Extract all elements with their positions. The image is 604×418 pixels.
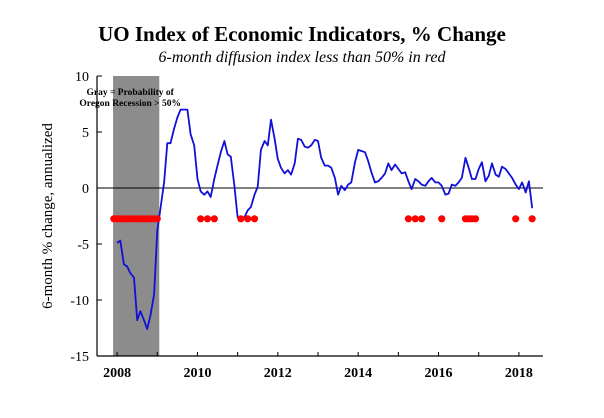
red-dot	[411, 215, 419, 223]
y-tick-label: 0	[82, 182, 89, 197]
red-dot	[438, 215, 446, 223]
red-dot	[512, 215, 520, 223]
red-dot	[153, 215, 161, 223]
x-tick-label: 2016	[425, 366, 453, 381]
y-tick-label: 10	[75, 70, 89, 85]
chart-title: UO Index of Economic Indicators, % Chang…	[98, 22, 506, 46]
red-dot	[418, 215, 426, 223]
red-dot	[250, 215, 259, 223]
x-tick-label: 2012	[264, 366, 292, 381]
red-dot	[210, 215, 218, 223]
series-line	[116, 108, 534, 331]
chart-subtitle: 6-month diffusion index less than 50% in…	[158, 49, 446, 66]
recession-annotation-line: Oregon Recession > 50%	[79, 99, 181, 109]
red-dot	[237, 215, 245, 223]
red-dot	[404, 215, 412, 223]
y-tick-label: -10	[70, 294, 89, 309]
x-tick-label: 2018	[505, 366, 533, 381]
red-dot	[197, 215, 205, 223]
x-tick-label: 2010	[183, 366, 211, 381]
red-dot	[244, 215, 252, 223]
recession-annotation-line: Gray = Probability of	[87, 88, 175, 98]
red-dot	[203, 215, 212, 223]
y-tick-label: -15	[70, 350, 89, 365]
y-tick-label: 5	[82, 126, 89, 141]
red-dot	[471, 215, 480, 223]
y-tick-label: -5	[77, 238, 89, 253]
x-tick-label: 2014	[344, 366, 372, 381]
red-dot	[528, 215, 536, 223]
x-tick-label: 2008	[103, 366, 131, 381]
y-axis-title: 6-month % change, annualized	[40, 123, 56, 309]
